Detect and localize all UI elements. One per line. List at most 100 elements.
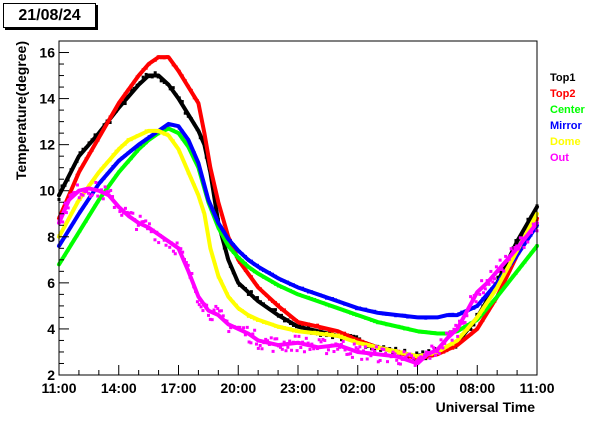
data-point-out — [254, 342, 258, 346]
data-point-top2 — [195, 99, 199, 103]
data-point-center — [99, 195, 103, 199]
data-point-dome — [186, 171, 190, 175]
data-point-out — [350, 355, 354, 359]
data-point-out — [74, 191, 78, 195]
data-point-dome — [270, 322, 274, 326]
data-point-center — [496, 293, 500, 297]
data-point-out — [371, 347, 375, 351]
data-point-top2 — [267, 297, 271, 301]
data-point-dome — [261, 320, 265, 324]
data-point-out — [216, 307, 220, 311]
data-point-mirror — [102, 176, 106, 180]
data-point-center — [439, 332, 443, 336]
data-point-top2 — [153, 58, 157, 62]
data-point-top1 — [514, 239, 518, 243]
data-point-center — [343, 309, 347, 313]
data-point-top1 — [132, 86, 136, 90]
data-point-top2 — [192, 96, 196, 100]
data-point-out — [266, 339, 270, 343]
data-point-top2 — [225, 231, 229, 235]
data-point-top1 — [469, 327, 473, 331]
data-point-top1 — [234, 277, 238, 281]
data-point-dome — [117, 147, 121, 151]
data-point-out — [374, 345, 378, 349]
data-point-center — [156, 132, 160, 136]
data-point-out — [192, 285, 196, 289]
data-point-mirror — [352, 305, 356, 309]
data-point-top1 — [352, 334, 356, 338]
data-point-center — [532, 248, 536, 252]
data-point-top2 — [307, 322, 311, 326]
data-point-top2 — [337, 331, 341, 335]
data-point-out — [232, 325, 236, 329]
data-point-center — [403, 327, 407, 331]
data-point-center — [258, 273, 262, 277]
data-point-out — [269, 336, 273, 340]
data-point-top1 — [129, 88, 133, 92]
data-point-top2 — [487, 308, 491, 312]
data-point-out — [66, 206, 70, 210]
data-point-dome — [246, 314, 250, 318]
data-point-mirror — [153, 131, 157, 135]
data-point-dome — [487, 299, 491, 303]
data-point-top2 — [445, 349, 449, 353]
data-point-out — [328, 344, 332, 348]
data-point-out — [242, 326, 246, 330]
data-point-dome — [141, 131, 145, 135]
data-point-mirror — [207, 200, 211, 204]
data-point-top1 — [252, 296, 256, 300]
data-point-mirror — [478, 302, 482, 306]
data-point-top2 — [301, 322, 305, 326]
data-point-out — [380, 347, 384, 351]
data-point-out — [284, 349, 288, 353]
data-point-top2 — [84, 157, 88, 161]
data-point-out — [282, 340, 286, 344]
data-point-mirror — [418, 316, 422, 320]
data-point-dome — [352, 338, 356, 342]
data-point-dome — [60, 229, 64, 233]
data-point-center — [505, 282, 509, 286]
data-point-dome — [267, 322, 271, 326]
data-point-dome — [496, 285, 500, 289]
data-point-mirror — [328, 296, 332, 300]
data-point-out — [256, 346, 260, 350]
data-point-center — [222, 236, 226, 240]
x-tick-label: 11:00 — [41, 380, 76, 396]
data-point-out — [72, 191, 76, 195]
data-point-out — [360, 357, 364, 361]
data-point-out — [203, 302, 207, 306]
data-point-top1 — [267, 307, 271, 311]
data-point-out — [219, 309, 223, 313]
data-point-top1 — [255, 296, 259, 300]
data-point-out — [326, 348, 330, 352]
series-line-mirror — [57, 121, 539, 320]
data-point-out — [395, 358, 399, 362]
data-point-center — [180, 137, 184, 141]
data-point-mirror — [484, 295, 488, 299]
data-point-dome — [322, 333, 326, 337]
data-point-out — [422, 353, 426, 357]
data-point-top1 — [526, 217, 530, 221]
data-point-top2 — [216, 201, 220, 205]
data-point-mirror — [204, 191, 208, 195]
data-point-center — [325, 303, 329, 307]
data-point-mirror — [129, 149, 133, 153]
data-point-out — [210, 318, 214, 322]
data-point-out — [441, 346, 445, 350]
data-point-out — [77, 196, 81, 200]
data-point-center — [421, 330, 425, 334]
data-point-out — [87, 191, 91, 195]
data-point-mirror — [349, 304, 353, 308]
data-point-out — [459, 321, 463, 325]
data-point-top2 — [484, 312, 488, 316]
data-point-out — [315, 347, 319, 351]
data-point-top2 — [99, 132, 103, 136]
data-point-out — [446, 332, 450, 336]
data-point-dome — [144, 129, 148, 133]
data-point-out — [491, 280, 495, 284]
data-point-mirror — [397, 313, 401, 317]
data-point-mirror — [249, 259, 253, 263]
data-point-dome — [168, 136, 172, 140]
data-point-center — [120, 166, 124, 170]
legend-entry-center: Center — [550, 104, 586, 116]
